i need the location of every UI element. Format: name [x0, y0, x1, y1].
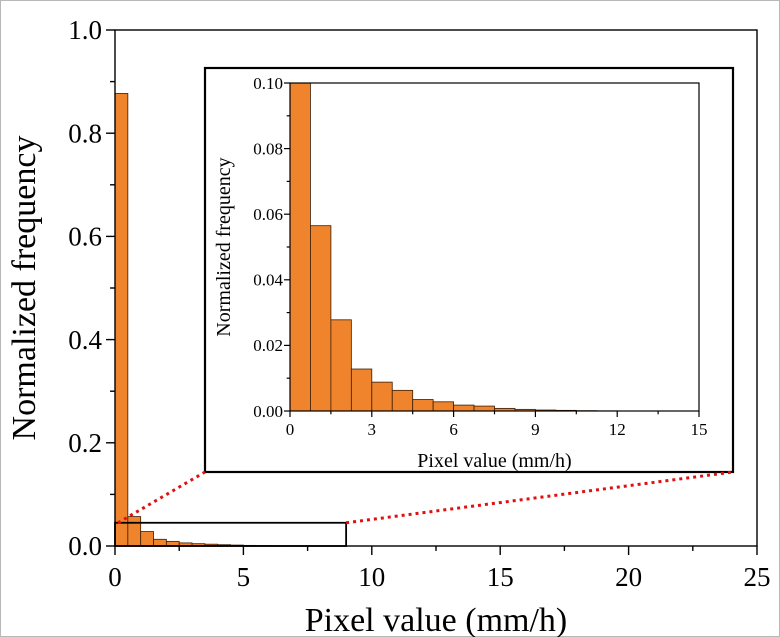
inset-y-tick-label: 0.08: [253, 139, 283, 158]
main-x-tick-label: 20: [615, 562, 642, 592]
inset-y-tick-label: 0.10: [253, 74, 283, 93]
main-bar: [114, 93, 129, 547]
inset-bar: [453, 404, 475, 412]
inset-bar: [289, 82, 311, 412]
main-y-tick-label: 0.0: [68, 531, 102, 561]
main-x-tick-label: 5: [237, 562, 251, 592]
main-bar: [153, 538, 167, 547]
main-x-tick-label: 25: [744, 562, 771, 592]
inset-bar: [391, 389, 414, 412]
inset-bar: [371, 381, 393, 412]
main-y-tick-label: 0.2: [68, 428, 102, 458]
main-x-tick-label: 0: [108, 562, 122, 592]
inset-y-axis-label: Normalized frequency: [213, 157, 235, 336]
main-y-tick-label: 0.4: [68, 325, 102, 355]
inset-y-tick-label: 0.00: [253, 402, 283, 421]
zoom-region-box: [114, 521, 348, 547]
inset-bar: [310, 225, 332, 412]
main-x-tick-label: 10: [358, 562, 385, 592]
main-x-tick-label: 15: [487, 562, 514, 592]
inset-x-axis-label: Pixel value (mm/h): [417, 450, 571, 472]
main-x-axis-label: Pixel value (mm/h): [305, 602, 568, 637]
main-bar: [127, 516, 142, 547]
inset-bar: [330, 319, 352, 412]
inset-bar: [412, 399, 434, 412]
inset-bar: [432, 401, 454, 412]
inset-x-tick-label: 9: [531, 420, 540, 439]
main-y-tick-label: 0.6: [68, 222, 102, 252]
inset-x-tick-label: 6: [449, 420, 458, 439]
inset-x-tick-label: 15: [691, 420, 708, 439]
main-bar: [140, 531, 154, 547]
zoom-connector-left: [117, 470, 206, 525]
inset-bar: [350, 368, 373, 412]
inset-x-tick-label: 3: [368, 420, 377, 439]
main-y-tick-label: 0.8: [68, 118, 102, 148]
inset-x-tick-label: 0: [286, 420, 295, 439]
main-y-axis-label: Normalized frequency: [6, 136, 43, 441]
inset-bar: [473, 405, 495, 412]
inset-y-tick-label: 0.06: [253, 205, 283, 224]
inset-y-tick-label: 0.02: [253, 336, 283, 355]
inset-x-tick-label: 12: [609, 420, 626, 439]
main-y-tick-label: 1.0: [68, 15, 102, 45]
zoom-connector-right: [345, 470, 734, 525]
inset-y-tick-label: 0.04: [253, 271, 283, 290]
